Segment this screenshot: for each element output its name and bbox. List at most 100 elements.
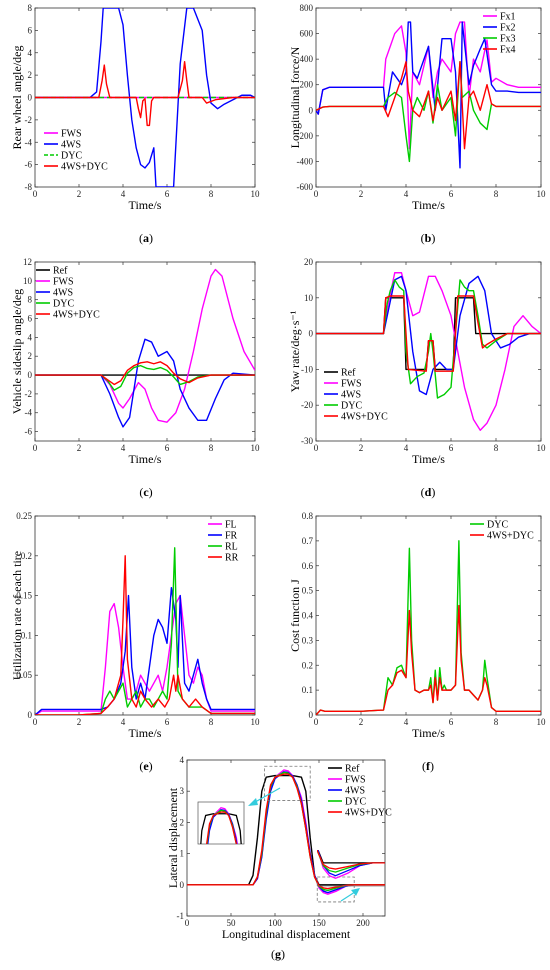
- x-tick-label: 8: [209, 717, 214, 727]
- x-tick-label: 10: [537, 717, 547, 727]
- series-group: [187, 769, 385, 895]
- y-tick-label: 0: [309, 710, 314, 720]
- series-line-ref: [187, 774, 385, 886]
- series-group: [35, 8, 255, 187]
- series-line-4ws-dyc: [35, 61, 255, 127]
- x-tick-label: 0: [185, 918, 190, 928]
- legend-entry: DYC: [53, 299, 74, 310]
- legend-entry: FWS: [341, 379, 362, 390]
- panel-c: 0 2 4 6 8 10 -6 -4 -2 0 2 4 6 8 10 12 Time/s Vehicle side…: [10, 257, 260, 499]
- series-group: [35, 268, 255, 428]
- y-tick-label: 0.1: [21, 630, 32, 640]
- series-line-4ws-dyc: [316, 604, 541, 715]
- y-tick-label: 10: [23, 276, 33, 286]
- legend-entry: 4WS+DYC: [341, 412, 388, 423]
- y-tick-label: 6: [28, 25, 33, 35]
- x-tick-label: 0: [33, 189, 38, 199]
- x-tick-label: 200: [356, 918, 370, 928]
- legend-entry: FWS: [345, 775, 366, 786]
- x-tick-label: 8: [494, 189, 499, 199]
- panel-f: 0 2 4 6 8 10 0 0.1 0.2 0.3 0.4 0.5 0.6 0.7 0.8 Time/s Co…: [288, 511, 546, 773]
- x-tick-label: 4: [404, 443, 409, 453]
- zoom-box-bottom: [316, 876, 355, 903]
- x-tick-label: 4: [121, 189, 126, 199]
- legend-entry: RR: [225, 553, 239, 564]
- inset-line: [205, 811, 237, 844]
- panel-d: 0 2 4 6 8 10 -30 -20 -10 0 10 20 Time/s Yaw rate/deg·…: [288, 257, 546, 499]
- series-line-fws: [316, 272, 541, 431]
- y-tick-label: 0.8: [302, 511, 314, 521]
- y-tick-label: 800: [300, 3, 314, 13]
- y-tick-label: -1: [177, 911, 185, 921]
- y-tick-label: 3: [180, 786, 185, 796]
- legend-entry: Fx4: [500, 45, 516, 56]
- series-line-dyc: [316, 279, 541, 399]
- x-axis-label: Time/s: [129, 198, 162, 212]
- y-tick-label: 200: [300, 80, 314, 90]
- y-tick-label: 0.2: [21, 551, 32, 561]
- inset-series: [317, 850, 385, 879]
- x-tick-label: 2: [359, 717, 364, 727]
- panel-b: 0 2 4 6 8 10 -600 -400 -200 0 200 400 600 800 Time/s Lo…: [288, 3, 546, 245]
- x-tick-label: 0: [314, 443, 319, 453]
- series-group: [316, 540, 541, 715]
- x-tick-label: 10: [537, 443, 547, 453]
- y-tick-label: 0.7: [302, 536, 314, 546]
- y-tick-label: 0.5: [302, 586, 314, 596]
- x-tick-label: 0: [314, 189, 319, 199]
- legend-entry: RL: [225, 542, 238, 553]
- y-tick-label: 600: [300, 29, 314, 39]
- x-tick-label: 2: [77, 189, 82, 199]
- x-tick-label: 10: [251, 189, 261, 199]
- y-tick-label: -600: [297, 182, 314, 192]
- x-tick-label: 8: [494, 717, 499, 727]
- panel-label: (d): [421, 485, 436, 499]
- y-tick-label: 20: [304, 257, 314, 267]
- panel-label: (f): [422, 759, 434, 773]
- series-line-rl: [35, 547, 255, 715]
- y-tick-label: -8: [25, 182, 33, 192]
- legend-entry: Ref: [345, 764, 360, 775]
- panel-e: 0 2 4 6 8 10 0 0.05 0.1 0.15 0.2 0.25 Time/s Utilizat…: [10, 511, 260, 773]
- y-tick-label: -10: [301, 364, 313, 374]
- y-tick-label: 0: [180, 880, 185, 890]
- y-tick-label: -6: [25, 427, 33, 437]
- legend-entry: 4WS+DYC: [487, 531, 534, 542]
- panel-label: (b): [421, 231, 436, 245]
- series-line-fl: [35, 594, 255, 715]
- y-tick-label: 0: [28, 93, 33, 103]
- x-tick-label: 4: [404, 717, 409, 727]
- plot-frame: [315, 261, 542, 442]
- y-axis-label: Lateral displacement: [166, 787, 180, 888]
- x-tick-label: 4: [121, 717, 126, 727]
- panel-label: (e): [139, 759, 152, 773]
- x-tick-label: 10: [251, 443, 261, 453]
- panel-a: 0 2 4 6 8 10 -8 -6 -4 -2 0 2 4 6 8 Time/s Rear wheel ang…: [10, 3, 260, 245]
- inset-top: [197, 801, 245, 845]
- legend-entry: 4WS+DYC: [61, 162, 108, 173]
- series-line-fr: [35, 586, 255, 715]
- panel-label: (a): [139, 231, 153, 245]
- x-tick-label: 8: [209, 189, 214, 199]
- legend-entry: Ref: [53, 266, 68, 277]
- y-tick-label: -400: [297, 156, 314, 166]
- legend-entry: 4WS+DYC: [53, 310, 100, 321]
- y-tick-label: -6: [25, 160, 33, 170]
- series-line-fx4: [316, 61, 541, 150]
- zoom-box-top: [264, 765, 311, 801]
- x-tick-label: 4: [404, 189, 409, 199]
- y-axis-label: Cost function J: [288, 579, 302, 652]
- legend-entry: Fx1: [500, 12, 516, 23]
- x-tick-label: 6: [165, 717, 170, 727]
- legend-entry: 4WS: [61, 140, 81, 151]
- y-tick-label: -2: [25, 115, 33, 125]
- legend-entry: FL: [225, 520, 237, 531]
- series-line-4ws-dyc: [316, 295, 541, 372]
- x-axis-label: Time/s: [412, 452, 445, 466]
- y-tick-label: 0.6: [302, 561, 314, 571]
